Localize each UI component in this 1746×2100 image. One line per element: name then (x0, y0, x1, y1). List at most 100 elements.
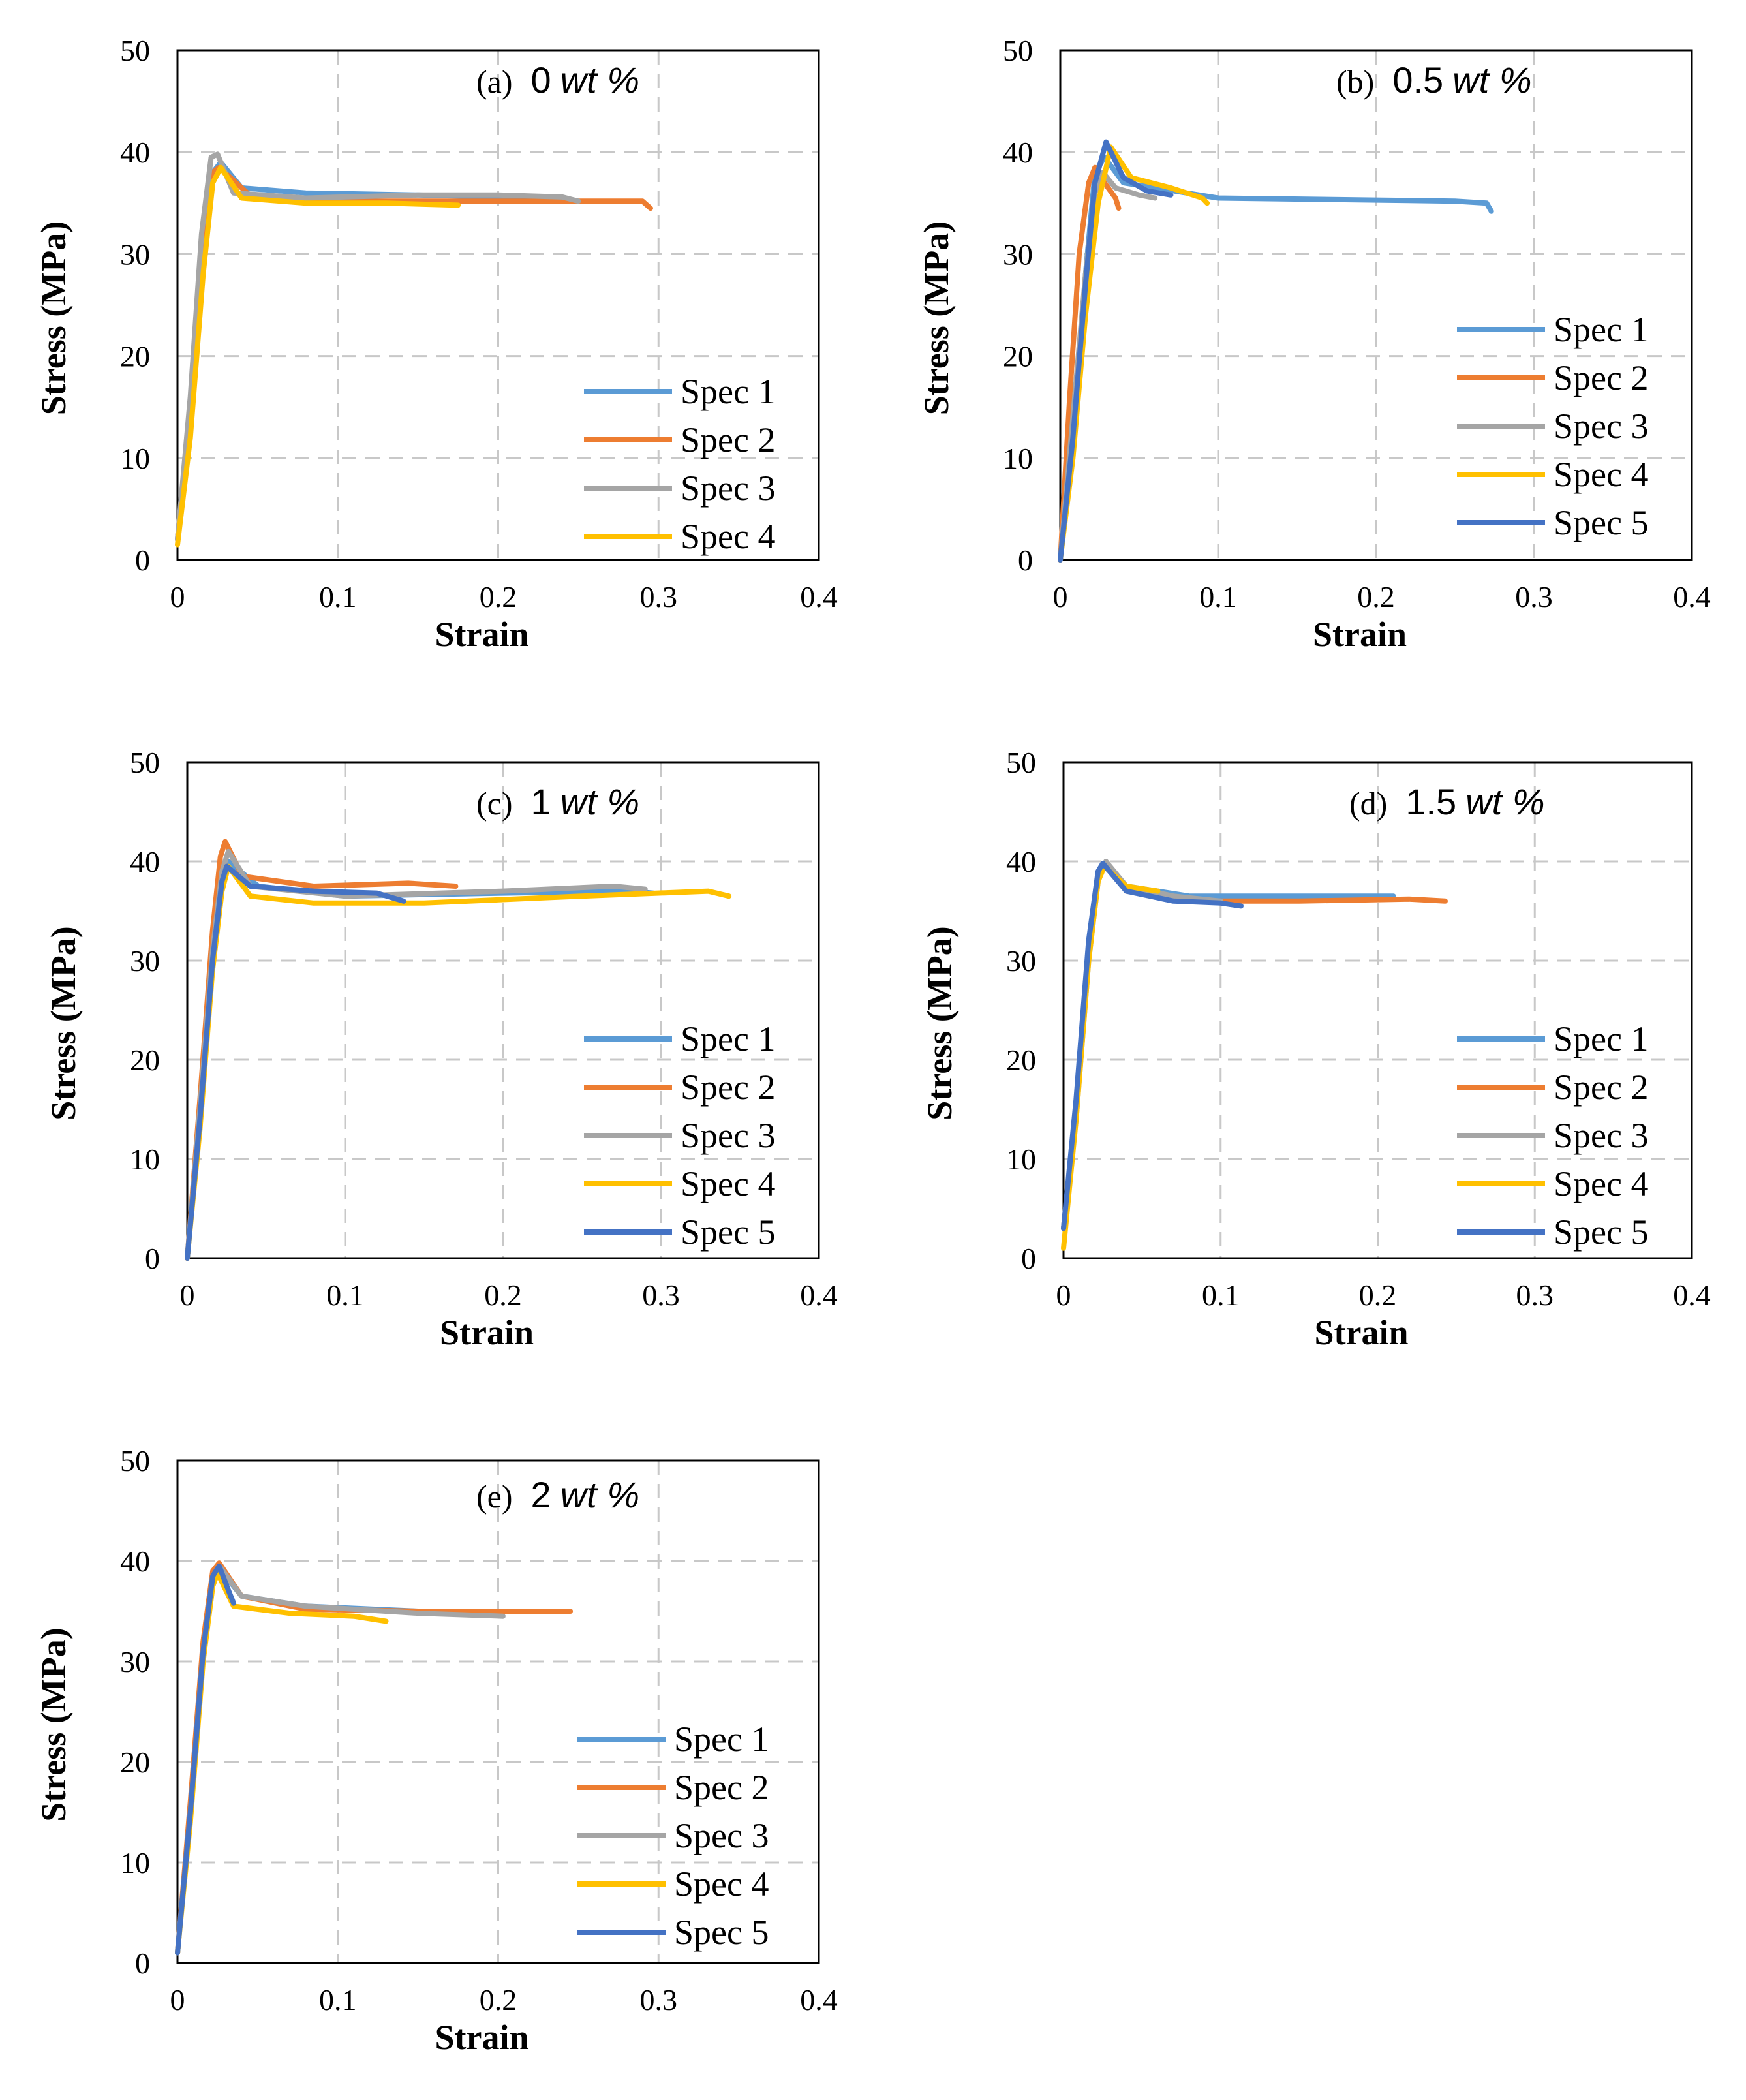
y-tick-label: 10 (120, 442, 150, 475)
series-line-1 (185, 859, 656, 1261)
legend: Spec 1 Spec 2 Spec 3 Spec 4 Spec 5 (1457, 310, 1648, 542)
x-tick-label: 0.2 (484, 1278, 522, 1312)
y-tick-label: 0 (135, 544, 150, 577)
concentration-value: 0.5 (1392, 59, 1443, 100)
legend-label-5: Spec 5 (681, 1212, 775, 1252)
series-line-5 (1061, 861, 1244, 1231)
panel-title: (e) 2 wt % (476, 1474, 639, 1515)
x-tick-label: 0.2 (480, 580, 517, 613)
series-line-3 (1058, 170, 1158, 563)
x-tick-label: 0.1 (319, 580, 357, 613)
chart-panel-a: 0 0.1 0.2 0.3 0.4 0 10 20 30 40 50 Strain Stress (MP… (34, 34, 838, 654)
y-tick-label: 30 (1006, 944, 1036, 978)
series-group (175, 1560, 574, 1956)
panel-label: (a) (476, 63, 513, 100)
y-tick-label: 20 (120, 1746, 150, 1779)
y-tick-label: 30 (1003, 238, 1033, 271)
series-line-1 (175, 159, 574, 542)
y-tick-label: 10 (1006, 1143, 1036, 1176)
chart-panel-b: 0 0.1 0.2 0.3 0.4 0 10 20 30 40 50 Strain Stress (MP… (917, 34, 1711, 654)
legend-label-2: Spec 2 (681, 1068, 775, 1107)
legend-label-1: Spec 1 (681, 1019, 775, 1058)
percent-sign: % (597, 1474, 639, 1515)
x-axis-label: Strain (1313, 615, 1407, 654)
percent-sign: % (597, 59, 639, 100)
x-tick-label: 0.4 (800, 1983, 838, 2016)
concentration-value: 1 (531, 781, 551, 822)
panel-title: (d) 1.5 wt % (1349, 781, 1545, 822)
legend: Spec 1 Spec 2 Spec 3 Spec 4 Spec 5 (1457, 1019, 1648, 1252)
x-tick-label: 0.3 (640, 1983, 678, 2016)
gridlines (177, 50, 819, 560)
y-axis-label: Stress (MPa) (34, 1628, 73, 1821)
y-tick-label: 40 (120, 1545, 150, 1578)
y-tick-label: 30 (120, 238, 150, 271)
y-axis-label: Stress (MPa) (917, 221, 956, 415)
y-tick-label: 0 (1018, 544, 1033, 577)
x-tick-label: 0.2 (1359, 1278, 1397, 1312)
gridlines (1060, 50, 1692, 560)
y-tick-label: 10 (1003, 442, 1033, 475)
legend-label-2: Spec 2 (1554, 1068, 1648, 1107)
legend-label-5: Spec 5 (1554, 503, 1648, 542)
x-axis-label: Strain (435, 615, 528, 654)
plot-frame (176, 49, 820, 561)
concentration-unit: wt (560, 1474, 598, 1515)
y-tick-label: 20 (1006, 1043, 1036, 1077)
concentration-unit: wt (1452, 59, 1490, 100)
panel-label: (d) (1349, 785, 1387, 822)
percent-sign: % (1502, 781, 1544, 822)
series-line-1 (1061, 863, 1396, 1231)
y-tick-label: 10 (120, 1846, 150, 1879)
x-tick-label: 0 (1053, 580, 1068, 613)
legend: Spec 1 Spec 2 Spec 3 Spec 4 (584, 372, 775, 556)
legend-label-4: Spec 4 (1554, 455, 1648, 494)
percent-sign: % (597, 781, 639, 822)
concentration-unit: wt (1465, 781, 1503, 822)
panel-title: (a) 0 wt % (476, 59, 639, 100)
legend-label-3: Spec 3 (1554, 407, 1648, 446)
y-tick-label: 50 (130, 746, 160, 779)
series-group (175, 151, 653, 548)
x-tick-label: 0.3 (1515, 580, 1553, 613)
y-tick-label: 30 (130, 944, 160, 978)
legend-label-1: Spec 1 (674, 1720, 769, 1759)
series-line-3 (175, 151, 581, 542)
series-group (185, 839, 732, 1261)
y-tick-label: 40 (120, 136, 150, 169)
y-tick-label: 30 (120, 1645, 150, 1678)
legend-label-5: Spec 5 (674, 1913, 769, 1952)
percent-sign: % (1489, 59, 1531, 100)
chart-panel-c: 0 0.1 0.2 0.3 0.4 0 10 20 30 40 50 Strain Stress (MP… (44, 746, 838, 1352)
x-tick-label: 0.2 (1357, 580, 1395, 613)
legend-label-2: Spec 2 (1554, 358, 1648, 397)
legend-label-3: Spec 3 (1554, 1116, 1648, 1155)
x-tick-label: 0 (180, 1278, 195, 1312)
concentration-unit: wt (560, 59, 598, 100)
panel-title: (c) 1 wt % (476, 781, 639, 822)
series-line-4 (185, 863, 732, 1261)
series-group (1058, 139, 1494, 563)
chart-panel-d: 0 0.1 0.2 0.3 0.4 0 10 20 30 40 50 Strain Stress (MP… (920, 746, 1711, 1352)
x-tick-label: 0 (1056, 1278, 1071, 1312)
series-line-4 (175, 164, 461, 548)
series-group (1061, 859, 1448, 1251)
y-tick-label: 0 (135, 1947, 150, 1980)
concentration-unit: wt (560, 781, 598, 822)
series-line-2 (1061, 861, 1448, 1231)
x-tick-label: 0.1 (319, 1983, 357, 2016)
x-tick-label: 0.3 (640, 580, 678, 613)
legend-label-2: Spec 2 (674, 1768, 769, 1807)
legend-label-4: Spec 4 (674, 1864, 769, 1904)
y-tick-label: 40 (1006, 845, 1036, 878)
series-line-2 (1058, 164, 1122, 563)
y-tick-label: 0 (145, 1242, 160, 1275)
series-line-4 (175, 1570, 389, 1956)
series-line-5 (175, 1563, 236, 1956)
panel-label: (b) (1336, 63, 1374, 100)
legend-label-4: Spec 4 (681, 1164, 775, 1203)
y-tick-label: 50 (120, 34, 150, 67)
panel-title: (b) 0.5 wt % (1336, 59, 1532, 100)
legend-label-3: Spec 3 (681, 469, 775, 508)
